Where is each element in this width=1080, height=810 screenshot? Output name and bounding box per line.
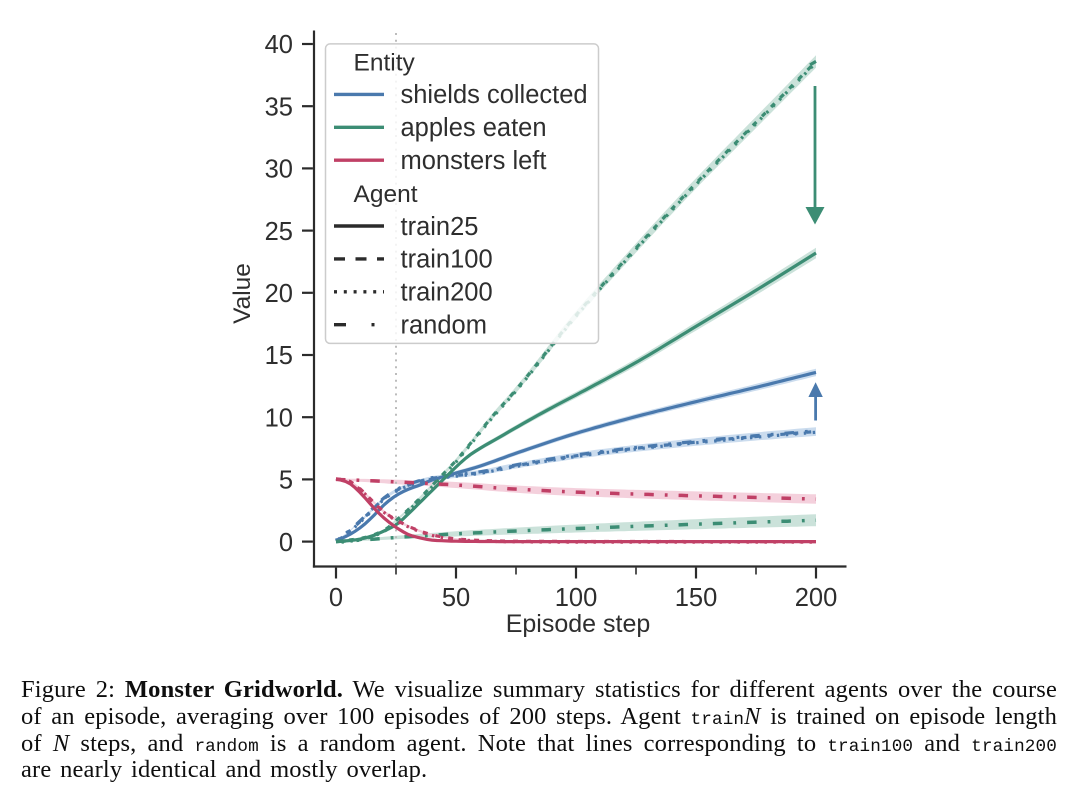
svg-text:0: 0 bbox=[279, 529, 293, 557]
svg-text:35: 35 bbox=[265, 93, 293, 121]
svg-text:50: 50 bbox=[442, 584, 470, 612]
svg-text:apples eaten: apples eaten bbox=[401, 114, 547, 142]
svg-text:shields collected: shields collected bbox=[401, 81, 588, 109]
svg-text:10: 10 bbox=[265, 404, 293, 432]
svg-text:25: 25 bbox=[265, 218, 293, 246]
svg-text:train25: train25 bbox=[401, 213, 479, 241]
svg-text:Episode step: Episode step bbox=[506, 610, 651, 638]
svg-text:monsters left: monsters left bbox=[401, 147, 547, 175]
svg-text:train200: train200 bbox=[401, 279, 493, 307]
svg-text:Agent: Agent bbox=[354, 181, 418, 208]
svg-text:40: 40 bbox=[265, 31, 293, 59]
svg-text:100: 100 bbox=[555, 584, 598, 612]
svg-text:200: 200 bbox=[795, 584, 838, 612]
svg-text:150: 150 bbox=[675, 584, 718, 612]
svg-text:20: 20 bbox=[265, 280, 293, 308]
svg-text:Value: Value bbox=[229, 263, 256, 324]
svg-text:0: 0 bbox=[329, 584, 343, 612]
svg-text:5: 5 bbox=[279, 467, 293, 495]
svg-text:30: 30 bbox=[265, 156, 293, 184]
svg-text:Entity: Entity bbox=[354, 49, 416, 76]
svg-text:train100: train100 bbox=[401, 246, 493, 274]
svg-text:random: random bbox=[401, 312, 487, 340]
svg-text:15: 15 bbox=[265, 342, 293, 370]
